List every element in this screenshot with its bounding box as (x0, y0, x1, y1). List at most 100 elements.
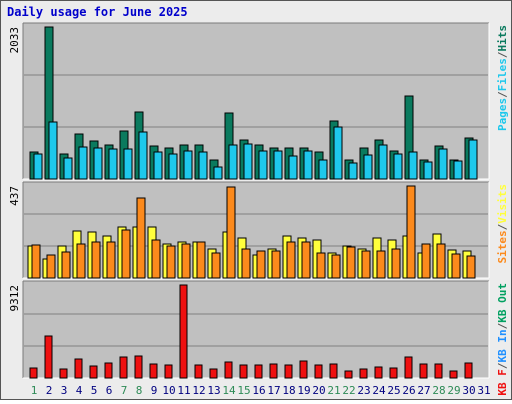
x-label-day-16: 16 (252, 384, 265, 397)
bar-sites-day-26 (406, 185, 416, 279)
bar-sites-day-15 (241, 248, 251, 279)
x-label-day-7: 7 (121, 384, 128, 397)
bar-kb-f-day-6 (104, 362, 113, 379)
x-label-day-9: 9 (151, 384, 158, 397)
bar-files-day-1 (33, 153, 43, 180)
bar-sites-day-9 (151, 239, 161, 279)
bar-kb-f-day-30 (464, 362, 473, 379)
bar-sites-day-11 (181, 243, 191, 279)
x-label-day-17: 17 (267, 384, 280, 397)
legend-entry: Files (496, 58, 509, 91)
bar-files-day-18 (288, 155, 298, 180)
x-label-day-10: 10 (162, 384, 175, 397)
bar-sites-day-12 (196, 241, 206, 279)
x-label-day-31: 31 (477, 384, 490, 397)
x-label-day-1: 1 (31, 384, 38, 397)
bar-kb-f-day-16 (254, 364, 263, 379)
plot-area (23, 281, 489, 378)
bar-files-day-7 (123, 148, 133, 180)
bar-sites-day-4 (76, 243, 86, 279)
legend-entry: / (496, 51, 509, 58)
bar-files-day-11 (183, 150, 193, 180)
bar-sites-day-5 (91, 241, 101, 279)
x-label-day-6: 6 (106, 384, 113, 397)
bar-files-day-21 (333, 126, 343, 180)
bar-sites-day-2 (46, 254, 56, 279)
bar-files-day-4 (78, 146, 88, 180)
bar-kb-f-day-13 (209, 368, 218, 379)
x-label-day-13: 13 (207, 384, 220, 397)
bar-files-day-17 (273, 150, 283, 180)
bar-kb-f-day-22 (344, 370, 353, 379)
x-label-day-22: 22 (342, 384, 355, 397)
bar-sites-day-22 (346, 246, 356, 279)
bar-files-day-12 (198, 151, 208, 180)
bar-kb-f-day-27 (419, 363, 428, 379)
x-label-day-30: 30 (462, 384, 475, 397)
bar-kb-f-day-19 (299, 360, 308, 379)
bar-files-day-8 (138, 131, 148, 180)
x-label-day-29: 29 (447, 384, 460, 397)
x-label-day-26: 26 (402, 384, 415, 397)
bar-files-day-28 (438, 148, 448, 180)
x-label-day-4: 4 (76, 384, 83, 397)
bar-files-day-30 (468, 139, 478, 180)
bar-sites-day-23 (361, 250, 371, 279)
panel-legend: KB F/KB In/KB Out (496, 283, 509, 396)
legend-entry: KB In (496, 329, 509, 362)
bar-kb-f-day-24 (374, 366, 383, 379)
x-label-day-18: 18 (282, 384, 295, 397)
legend-entry: / (496, 223, 509, 230)
bar-kb-f-day-29 (449, 370, 458, 379)
x-label-day-12: 12 (192, 384, 205, 397)
bar-files-day-14 (228, 144, 238, 180)
legend-entry: Pages (496, 98, 509, 131)
panel-kbytes: 9 3 12 KB F/KB In/KB Out (8, 280, 509, 396)
x-label-day-27: 27 (417, 384, 430, 397)
bar-sites-day-24 (376, 250, 386, 279)
bar-files-day-9 (153, 151, 163, 180)
bar-kb-f-day-23 (359, 368, 368, 379)
bar-sites-day-18 (286, 241, 296, 279)
bar-kb-f-day-4 (74, 358, 83, 379)
bar-sites-day-21 (331, 254, 341, 279)
bar-kb-f-day-7 (119, 356, 128, 379)
bar-kb-f-day-26 (404, 356, 413, 379)
bar-kb-f-day-14 (224, 361, 233, 379)
bar-kb-f-day-17 (269, 363, 278, 379)
bar-kb-f-day-25 (389, 367, 398, 379)
bar-files-day-6 (108, 148, 118, 180)
bar-kb-f-day-10 (164, 364, 173, 379)
bar-files-day-19 (303, 150, 313, 180)
bar-sites-day-10 (166, 245, 176, 279)
x-label-day-15: 15 (237, 384, 250, 397)
bar-files-day-5 (93, 147, 103, 180)
bar-kb-f-day-28 (434, 363, 443, 379)
x-label-day-25: 25 (387, 384, 400, 397)
bar-sites-day-8 (136, 197, 146, 279)
x-axis-labels: 1 2 3 4 5 6 7 8 9 10 11 12 13 14 15 16 17 18 19 20 21 22 23 24 2… (31, 384, 491, 397)
bar-kb-f-day-8 (134, 355, 143, 379)
bar-sites-day-28 (436, 243, 446, 279)
bar-files-day-23 (363, 154, 373, 180)
bar-kb-f-day-2 (44, 335, 53, 379)
bar-kb-f-day-21 (329, 363, 338, 379)
bar-files-day-3 (63, 157, 73, 180)
bar-sites-day-17 (271, 250, 281, 279)
bar-files-day-24 (378, 144, 388, 180)
legend-entry: KB Out (496, 283, 509, 323)
bar-files-day-29 (453, 160, 463, 180)
chart-panels: 2033Pages/Files/Hits437Sites/Visits9312K… (8, 22, 509, 396)
bar-sites-day-14 (226, 186, 236, 279)
x-label-day-3: 3 (61, 384, 68, 397)
bar-kb-f-day-9 (149, 363, 158, 379)
bar-files-day-13 (213, 166, 223, 180)
bar-kb-f-day-1 (29, 367, 38, 379)
bar-sites-day-3 (61, 251, 71, 279)
panel-legend: Pages/Files/Hits (496, 25, 509, 131)
legend-entry: Sites (496, 230, 509, 263)
bar-kb-f-day-12 (194, 364, 203, 379)
bar-kb-f-day-15 (239, 364, 248, 379)
